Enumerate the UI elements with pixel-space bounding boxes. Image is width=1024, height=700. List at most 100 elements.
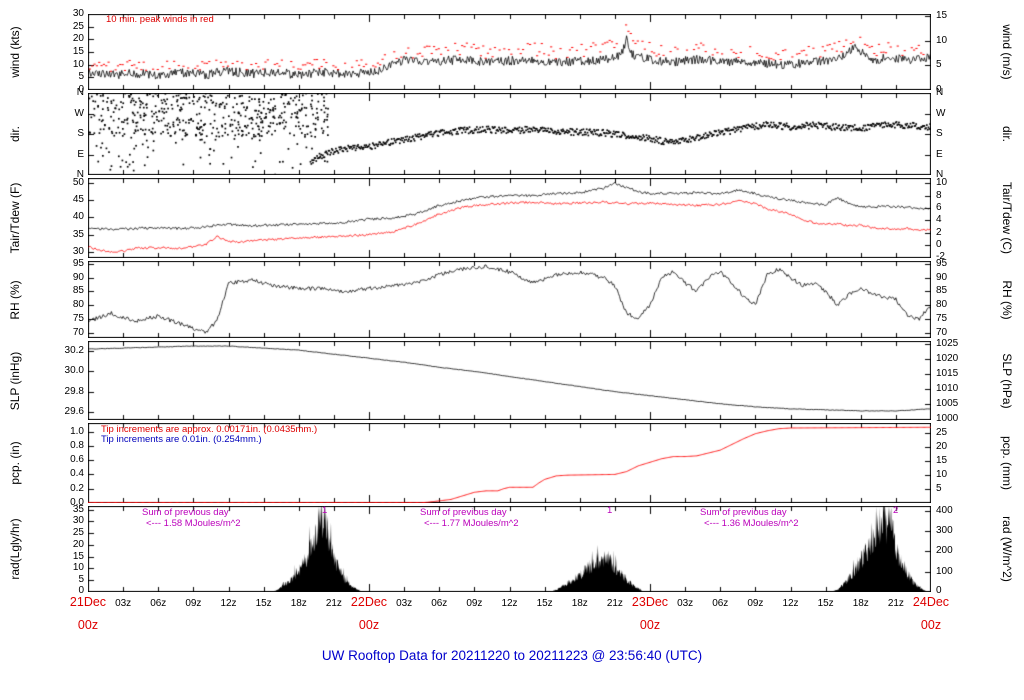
y-tick-label-slp: 1020 (936, 353, 959, 365)
y-tick-label-pcp: 0.4 (70, 468, 84, 480)
x-hour-label: 06z (150, 598, 167, 609)
x-hour-label: 21z (325, 598, 342, 609)
y-tick-label-slp: 1000 (936, 412, 959, 424)
ylabel-right-rh: RH (%) (1000, 279, 1014, 320)
y-tick-label-dir: S (936, 128, 943, 139)
y-tick-label-temp: 2 (936, 226, 942, 238)
rad-peak-label-1: 1 (322, 505, 328, 516)
x-hour-label: 12z (501, 598, 518, 609)
y-tick-label-rad: 0 (936, 585, 942, 597)
y-tick-label-pcp: 15 (936, 454, 948, 466)
y-tick-label-rad: 100 (936, 565, 953, 577)
x-hour-label: 15z (255, 598, 272, 609)
y-tick-label-temp: 4 (936, 214, 942, 226)
x-day-zero-label: 00z (639, 618, 661, 632)
y-tick-label-dir: N (936, 168, 944, 180)
y-tick-label-wind: 25 (72, 20, 84, 32)
x-hour-label: 15z (817, 598, 834, 609)
rad-sum-note-3-line2: <--- 1.36 MJoules/m^2 (704, 518, 799, 529)
y-tick-label-wind: 15 (72, 46, 84, 57)
y-tick-label-temp: -2 (936, 251, 945, 263)
x-day-zero-label: 00z (77, 618, 99, 632)
rad-sum-note-1-line2: <--- 1.58 MJoules/m^2 (146, 518, 241, 529)
x-hour-label: 18z (852, 598, 869, 609)
ylabel-right-wind: wind (m/s) (1000, 24, 1014, 80)
y-tick-label-slp: 1005 (936, 398, 959, 410)
peak-winds-note: 10 min. peak winds in red (106, 14, 214, 25)
y-tick-label-pcp: 10 (936, 468, 948, 480)
y-tick-label-pcp: 5 (936, 482, 942, 494)
y-tick-label-rad: 10 (72, 562, 84, 574)
x-hour-label: 09z (466, 598, 483, 609)
rad-sum-note-2-line1: Sum of previous day (420, 507, 507, 518)
y-tick-label-wind: 5 (78, 71, 84, 83)
y-tick-label-temp: 8 (936, 189, 942, 201)
y-tick-label-rh: 70 (72, 326, 84, 338)
ylabel-right-dir: dir. (1000, 125, 1014, 143)
x-hour-label: 09z (185, 598, 202, 609)
x-hour-label: 21z (606, 598, 623, 609)
y-tick-label-temp: 40 (72, 211, 84, 223)
ylabel-right-rad: rad (W/m^2) (1000, 516, 1014, 582)
x-hour-label: 03z (677, 598, 694, 609)
y-tick-label-dir: N (76, 168, 84, 180)
y-tick-label-temp: 45 (72, 194, 84, 206)
x-day-label: 22Dec (350, 595, 388, 609)
y-tick-label-rad: 20 (72, 538, 84, 550)
x-hour-label: 03z (396, 598, 413, 609)
y-tick-label-wind: 0 (936, 83, 942, 95)
y-tick-label-pcp: 20 (936, 440, 948, 452)
y-tick-label-slp: 30.2 (64, 345, 84, 357)
chart-title: UW Rooftop Data for 20211220 to 20211223… (321, 648, 703, 663)
x-hour-label: 21z (887, 598, 904, 609)
y-tick-label-dir: N (76, 87, 84, 99)
x-day-zero-label: 00z (920, 618, 942, 632)
x-hour-label: 18z (290, 598, 307, 609)
y-tick-label-rad: 15 (72, 550, 84, 562)
y-tick-label-pcp: 1.0 (70, 425, 84, 437)
y-tick-label-temp: 50 (72, 177, 84, 189)
x-day-zero-label: 00z (358, 618, 380, 632)
y-tick-label-rh: 75 (936, 312, 948, 324)
x-hour-label: 18z (571, 598, 588, 609)
x-hour-label: 06z (712, 598, 729, 609)
x-hour-label: 03z (115, 598, 132, 609)
x-hour-label: 15z (536, 598, 553, 609)
y-tick-label-wind: 10 (72, 58, 84, 70)
y-tick-label-wind: 0 (78, 83, 84, 95)
y-tick-label-rad: 25 (72, 527, 84, 539)
y-tick-label-rh: 95 (936, 257, 948, 269)
y-tick-label-wind: 30 (72, 8, 84, 20)
y-tick-label-wind: 20 (72, 33, 84, 45)
y-tick-label-wind: 10 (936, 34, 948, 46)
y-tick-label-rad: 300 (936, 525, 953, 537)
x-hour-label: 06z (431, 598, 448, 609)
y-tick-label-rad: 35 (72, 503, 84, 515)
y-tick-label-dir: W (936, 107, 946, 119)
y-tick-label-temp: 10 (936, 177, 948, 189)
tip-increment-note-blue: Tip increments are 0.01in. (0.254mm.) (101, 434, 262, 445)
y-tick-label-pcp: 0.6 (70, 454, 84, 466)
y-tick-label-pcp: 0.2 (70, 482, 84, 494)
panel-dir-plot (88, 93, 931, 175)
y-tick-label-wind: 15 (936, 10, 948, 22)
y-tick-label-temp: 0 (936, 238, 942, 250)
y-tick-label-dir: W (74, 107, 84, 119)
y-tick-label-slp: 1010 (936, 383, 959, 395)
y-tick-label-rad: 200 (936, 545, 953, 557)
panel-rh-plot (88, 261, 931, 338)
y-tick-label-temp: 30 (72, 245, 84, 257)
ylabel-right-temp: Tair/Tdew (C) (1000, 181, 1014, 255)
y-tick-label-rh: 90 (936, 271, 948, 283)
y-tick-label-rad: 0 (78, 585, 84, 597)
x-day-label: 24Dec (912, 595, 950, 609)
panel-slp-plot (88, 341, 931, 420)
y-tick-label-dir: S (77, 128, 84, 139)
y-tick-label-rad: 5 (78, 574, 84, 586)
rad-peak-label-2: 1 (607, 505, 613, 516)
y-tick-label-rh: 80 (936, 299, 948, 310)
x-day-label: 21Dec (69, 595, 107, 609)
tip-increment-note-red: Tip increments are approx. 0.00171in. (0… (101, 424, 318, 435)
y-tick-label-dir: E (936, 148, 943, 160)
x-day-label: 23Dec (631, 595, 669, 609)
